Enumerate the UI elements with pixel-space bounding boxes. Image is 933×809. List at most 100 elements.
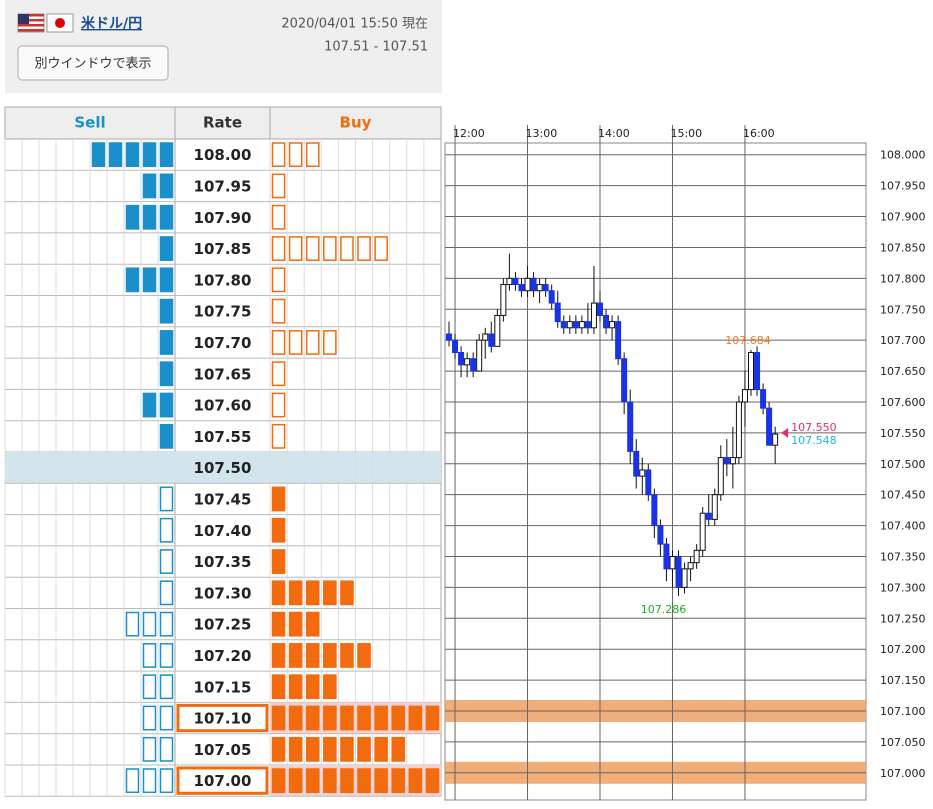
rate: 107.20 xyxy=(194,647,252,665)
buy-block xyxy=(271,204,286,230)
rate: 107.05 xyxy=(194,741,252,759)
candle-body xyxy=(536,284,543,292)
sell-block xyxy=(159,705,174,731)
buy-block xyxy=(271,267,286,293)
y-tick-label: 107.900 xyxy=(880,211,926,224)
rate-range: 107.51 - 107.51 xyxy=(324,40,428,55)
buy-block xyxy=(408,705,423,731)
column-header: Sell xyxy=(74,114,105,132)
table-header xyxy=(4,106,442,140)
sell-block xyxy=(159,549,174,574)
sell-block xyxy=(159,267,174,293)
candle-body xyxy=(627,401,634,452)
candle-body xyxy=(458,352,465,366)
candle-body xyxy=(723,457,730,465)
sell-block xyxy=(142,674,157,700)
sell-block xyxy=(108,142,123,168)
sell-block xyxy=(159,423,174,449)
candle-body xyxy=(705,512,712,520)
sell-block xyxy=(159,580,174,606)
sell-block xyxy=(125,611,140,637)
candle-body xyxy=(578,321,585,329)
sell-block xyxy=(159,392,174,418)
y-tick-label: 107.500 xyxy=(880,458,926,471)
candle-body xyxy=(500,284,507,316)
sell-block xyxy=(125,267,140,293)
buy-block xyxy=(357,643,371,668)
sell-block xyxy=(125,768,140,794)
buy-block xyxy=(391,736,406,762)
candle-body xyxy=(542,284,549,292)
buy-block xyxy=(271,705,286,731)
y-tick-label: 107.850 xyxy=(880,241,926,254)
candle-body xyxy=(524,277,531,292)
rate: 108.00 xyxy=(194,146,252,164)
buy-block xyxy=(271,236,286,261)
buy-block xyxy=(288,330,303,355)
buy-block xyxy=(323,330,337,355)
buy-block xyxy=(340,643,354,668)
buy-block xyxy=(357,736,371,762)
us-flag xyxy=(17,13,45,33)
candle-body xyxy=(741,389,748,403)
buy-block xyxy=(271,517,286,543)
candle-body xyxy=(651,494,658,527)
buy-block xyxy=(340,768,354,794)
rate: 107.80 xyxy=(194,271,252,289)
sell-block xyxy=(125,142,140,168)
buy-block xyxy=(374,705,388,731)
ask-marker xyxy=(781,427,789,438)
buy-block xyxy=(271,674,286,700)
y-tick-label: 107.200 xyxy=(880,643,926,656)
buy-block xyxy=(305,330,320,355)
candle-body xyxy=(476,339,483,372)
candle-body xyxy=(548,290,555,304)
buy-block xyxy=(374,768,388,794)
candle-body xyxy=(488,333,495,347)
candle-body xyxy=(669,555,676,570)
rate: 107.30 xyxy=(194,584,252,602)
sell-block xyxy=(159,298,174,324)
buy-block xyxy=(323,580,337,606)
y-tick-label: 107.450 xyxy=(880,489,926,502)
candle-body xyxy=(687,562,694,570)
buy-block xyxy=(408,768,423,794)
y-tick-label: 107.100 xyxy=(880,705,926,718)
y-tick-label: 107.000 xyxy=(880,767,926,780)
popup-button[interactable] xyxy=(17,45,169,81)
x-tick-label: 12:00 xyxy=(453,127,485,140)
candle-body xyxy=(603,314,610,329)
y-tick-label: 107.600 xyxy=(880,396,926,409)
popup-button-label[interactable]: 別ウインドウで表示 xyxy=(34,57,151,72)
y-tick-label: 107.250 xyxy=(880,612,926,625)
buy-block xyxy=(271,298,286,324)
buy-block xyxy=(323,768,337,794)
y-tick-label: 107.550 xyxy=(880,427,926,440)
chart: 108.000 107.950 107.900 107.850 107.800 107.7… xyxy=(444,125,926,801)
sell-block xyxy=(91,142,106,168)
rate: 107.60 xyxy=(194,397,252,415)
candle-body xyxy=(518,284,525,292)
buy-block xyxy=(340,580,354,606)
candle-body xyxy=(512,277,519,286)
buy-block xyxy=(305,674,320,700)
y-tick-label: 107.150 xyxy=(880,674,926,687)
x-tick-label: 14:00 xyxy=(598,127,630,140)
candle-body xyxy=(663,543,670,570)
sell-block xyxy=(159,204,174,230)
candle-body xyxy=(729,457,736,465)
high-label: 107.684 xyxy=(725,334,771,347)
candle-body xyxy=(482,333,489,341)
buy-block xyxy=(288,736,303,762)
pair-link[interactable]: 米ドル/円 xyxy=(81,15,142,32)
buy-block xyxy=(357,768,371,794)
rate: 107.00 xyxy=(194,772,252,790)
sell-block xyxy=(142,643,157,668)
buy-block xyxy=(305,236,320,261)
buy-block xyxy=(323,705,337,731)
rate: 107.15 xyxy=(194,678,252,696)
buy-block xyxy=(425,768,440,794)
buy-block xyxy=(305,768,320,794)
candle-body xyxy=(464,358,471,366)
buy-block xyxy=(323,236,337,261)
